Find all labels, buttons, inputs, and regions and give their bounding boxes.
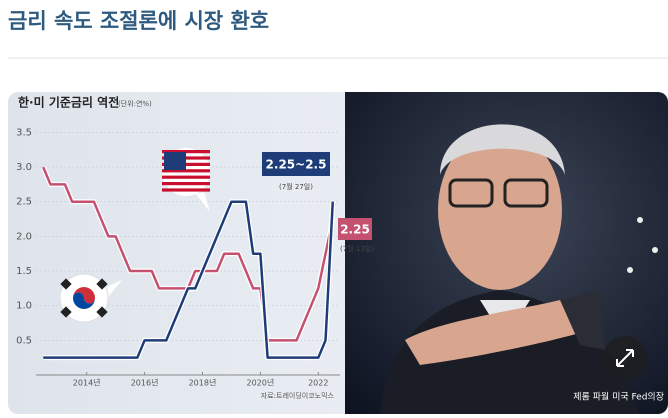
annotation-box — [262, 152, 330, 176]
taegeuk-red — [73, 287, 95, 304]
annotation-note: (7월 27일) — [279, 182, 313, 191]
x-tick-label: 2016년 — [131, 378, 159, 388]
flag-canton — [164, 152, 186, 170]
annotation-text: 2.25 — [340, 223, 370, 237]
photo-caption: 제롬 파월 미국 Fed의장 — [573, 391, 664, 403]
y-tick-label: 3.0 — [16, 162, 32, 173]
y-tick-label: 3.5 — [16, 127, 32, 138]
expand-icon — [616, 349, 634, 367]
kr-flag — [59, 273, 122, 323]
y-tick-label: 0.5 — [16, 335, 32, 346]
line — [43, 200, 335, 359]
photo-figure — [380, 124, 658, 414]
chart-background — [8, 92, 348, 414]
page-title: 금리 속도 조절론에 시장 환호 — [8, 9, 269, 33]
chart-subtitle: (단위:연%) — [118, 99, 152, 108]
flag-stripe — [162, 182, 210, 186]
annotation-text: 2.25~2.5 — [266, 158, 327, 172]
x-tick-label: 2022 — [308, 379, 328, 388]
flag-stripe — [162, 169, 210, 173]
annotation-box — [338, 218, 372, 240]
y-tick-label: 2.5 — [16, 197, 32, 208]
y-tick-label: 2.0 — [16, 231, 32, 242]
image: 제롬 파월 미국 Fed의장 — [8, 92, 668, 414]
x-tick-label: 2014년 — [73, 378, 101, 388]
chart-source: 자료:트레이딩이코노믹스 — [261, 391, 335, 400]
x-tick-label: 2020년 — [247, 378, 275, 388]
chart: 한·미 기준금리 역전 (단위:연%) 자료:트레이딩이코노믹스 0.5 1.0 1… — [16, 95, 374, 401]
flag-pointer — [196, 192, 210, 212]
x-tick-label: 2018년 — [189, 378, 217, 388]
flag-stripe — [162, 150, 210, 154]
chart-title: 한·미 기준금리 역전 — [18, 95, 119, 110]
taegeuk-blue — [73, 292, 95, 309]
flag-stripe — [162, 188, 210, 192]
annotation-note: (7월 13일) — [340, 244, 374, 253]
y-tick-label: 1.0 — [16, 301, 32, 312]
us-flag — [162, 148, 210, 212]
flag-stripe — [162, 175, 210, 179]
y-tick-label: 1.5 — [16, 266, 32, 277]
